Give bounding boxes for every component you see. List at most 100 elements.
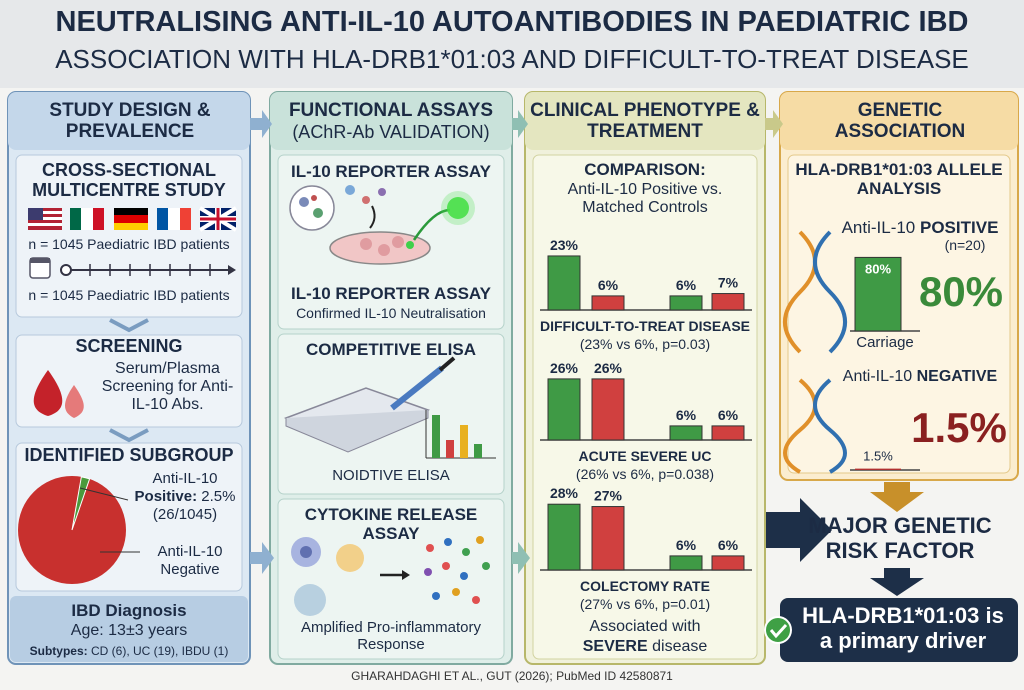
petri-dish-icon bbox=[289, 185, 475, 265]
pie-positive bbox=[71, 476, 91, 531]
bar-label: 6% bbox=[598, 277, 619, 293]
header-band bbox=[0, 0, 1024, 88]
bar bbox=[669, 555, 703, 571]
bar-label: 6% bbox=[718, 537, 739, 553]
chevron bbox=[109, 428, 149, 443]
pie-label: Anti-IL-10 Negative bbox=[157, 543, 223, 578]
driver: HLA-DRB1*01:03 is a primary driver bbox=[802, 603, 1004, 653]
panel-title: HLA-DRB1*01:03 ALLELE ANALYSIS bbox=[795, 160, 1003, 199]
bar bbox=[547, 378, 581, 441]
text: n = 1045 Paediatric IBD patients bbox=[28, 287, 230, 303]
conclusion: MAJOR GENETIC RISK FACTOR bbox=[808, 513, 992, 563]
panel-title: CROSS-SECTIONAL MULTICENTRE STUDY bbox=[32, 160, 226, 201]
column-title: CLINICAL PHENOTYPE & TREATMENT bbox=[530, 100, 760, 143]
timeline bbox=[29, 257, 236, 279]
column-header bbox=[525, 92, 765, 150]
panel bbox=[15, 154, 243, 318]
bar bbox=[547, 255, 581, 311]
text: (26/1045) bbox=[152, 506, 218, 523]
text: Associated with bbox=[589, 618, 701, 635]
text: COMPARISON: bbox=[584, 160, 706, 179]
panel-title: IDENTIFIED SUBGROUP bbox=[24, 445, 234, 465]
bar-label: 23% bbox=[550, 237, 579, 253]
bar bbox=[711, 555, 745, 571]
big-percent: 80% bbox=[918, 268, 1004, 315]
arrow bbox=[512, 110, 528, 138]
blood-drop bbox=[65, 385, 84, 418]
panel-title: COMPETITIVE ELISA bbox=[305, 340, 477, 359]
panel-title: CYTOKINE RELEASE ASSAY bbox=[304, 505, 478, 544]
title: NEUTRALISING ANTI-IL-10 AUTOANTIBODIES I… bbox=[55, 6, 969, 38]
arrow bbox=[250, 542, 274, 574]
text: (n=20) bbox=[944, 237, 986, 253]
text: IBD Diagnosis bbox=[71, 601, 187, 620]
subtitle: ASSOCIATION WITH HLA-DRB1*01:03 AND DIFF… bbox=[55, 44, 969, 74]
text: Positive: bbox=[134, 488, 198, 505]
bar bbox=[591, 295, 625, 311]
big-percent: 1.5% bbox=[911, 404, 1007, 451]
group-note: (27% vs 6%, p=0.01) bbox=[580, 596, 710, 612]
conclusion-box bbox=[780, 598, 1018, 662]
flags bbox=[28, 206, 238, 232]
group-title: DIFFICULT-TO-TREAT DISEASE bbox=[540, 318, 750, 334]
group-title: COLECTOMY RATE bbox=[580, 578, 710, 594]
check-icon bbox=[769, 623, 788, 639]
text: SEVERE bbox=[582, 638, 648, 655]
caption: Carriage bbox=[856, 334, 914, 351]
footer: GHARAHDAGHI ET AL., GUT (2026); PubMed I… bbox=[351, 669, 673, 683]
text: Anti-IL-10 bbox=[841, 218, 916, 237]
caption: IL-10 REPORTER ASSAY bbox=[291, 284, 491, 303]
dna-icon bbox=[783, 230, 847, 474]
bar-label: 26% bbox=[594, 360, 623, 376]
column-header bbox=[270, 92, 512, 150]
cytokine-icon bbox=[291, 536, 490, 616]
text: Amplified Pro-inflammatory Response bbox=[300, 619, 482, 653]
caption: NOIDTIVE ELISA bbox=[332, 467, 450, 484]
leader bbox=[79, 487, 129, 501]
text: Anti-IL-10 bbox=[152, 470, 218, 487]
arrow bbox=[250, 110, 272, 138]
text: SEVERE disease bbox=[533, 638, 757, 656]
bar bbox=[669, 425, 703, 441]
text: Anti-IL-10 Positive vs. Matched Controls bbox=[567, 181, 723, 216]
bar bbox=[711, 425, 745, 441]
panel bbox=[532, 154, 758, 660]
group-title: ACUTE SEVERE UC bbox=[578, 448, 711, 464]
text: 2.5% bbox=[201, 488, 236, 505]
text: Anti-IL-10 POSITIVE bbox=[825, 218, 1015, 237]
arrow bbox=[765, 110, 783, 138]
arrow bbox=[870, 482, 924, 512]
chevron bbox=[109, 318, 149, 333]
panel bbox=[10, 596, 248, 662]
group-note: (26% vs 6%, p=0.038) bbox=[576, 466, 714, 482]
text: Subtypes: bbox=[29, 644, 88, 658]
bar-label: 28% bbox=[550, 485, 579, 501]
bar-label: 80% bbox=[865, 261, 891, 276]
text: n = 1045 Paediatric IBD patients bbox=[28, 236, 230, 252]
panel-title: SCREENING bbox=[75, 336, 183, 356]
group-note: (23% vs 6%, p=0.03) bbox=[580, 336, 710, 352]
text: Confirmed IL-10 Neutralisation bbox=[296, 305, 486, 321]
text: Anti-IL-10 bbox=[842, 368, 913, 385]
bar bbox=[547, 503, 581, 571]
bar bbox=[591, 506, 625, 571]
arrow bbox=[870, 568, 924, 596]
bar-label: 1.5% bbox=[863, 449, 893, 464]
arrow bbox=[512, 542, 530, 574]
text: NEGATIVE bbox=[916, 368, 998, 385]
bar-label: 6% bbox=[676, 537, 697, 553]
panel-title: IL-10 REPORTER ASSAY bbox=[291, 162, 491, 181]
text: POSITIVE bbox=[920, 218, 999, 237]
pie-label: Anti-IL-10 Positive: 2.5% (26/1045) bbox=[130, 470, 240, 524]
arrow bbox=[766, 498, 832, 562]
text: CD (6), UC (19), IBDU (1) bbox=[91, 644, 229, 658]
column-header bbox=[780, 92, 1018, 150]
bar bbox=[711, 293, 745, 311]
text: Age: 13±3 years bbox=[70, 622, 188, 639]
text: Subtypes: CD (6), UC (19), IBDU (1) bbox=[10, 644, 248, 658]
elisa-icon bbox=[283, 356, 496, 459]
bar-label: 6% bbox=[676, 407, 697, 423]
column-subtitle: (AChR-Ab VALIDATION) bbox=[292, 122, 490, 142]
